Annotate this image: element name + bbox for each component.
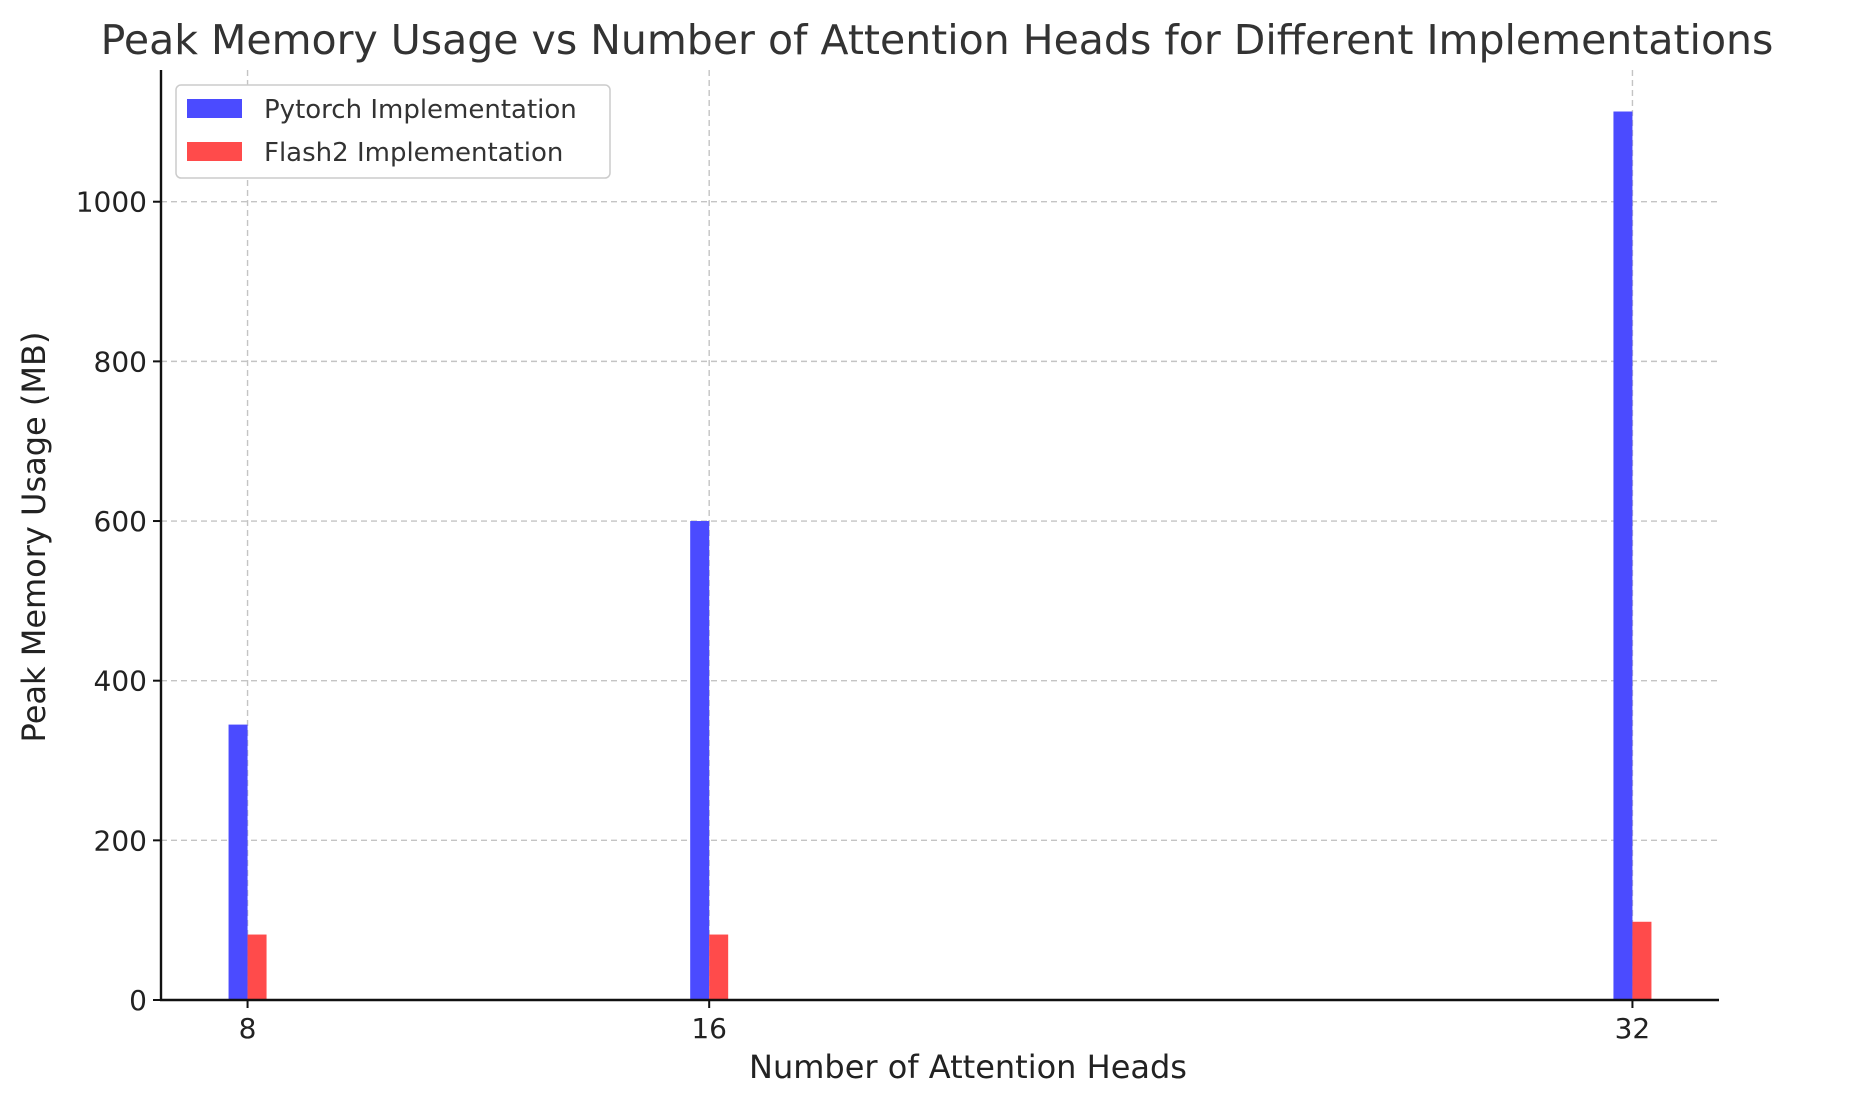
legend-label: Flash2 Implementation [264,138,563,168]
legend-label: Pytorch Implementation [264,95,577,125]
y-tick-label: 200 [94,824,147,857]
legend: Pytorch Implementation Flash2 Implementat… [175,84,611,179]
bar-pytorch-8 [228,724,248,1000]
bar-flash2-16 [709,934,729,1000]
chart-title: Peak Memory Usage vs Number of Attention… [101,16,1774,64]
tick-labels: 0 200 400 600 800 1000 8 16 32 [76,186,1651,1045]
bar-pytorch-32 [1613,111,1633,1000]
bars [228,111,1652,1000]
y-tick-label: 600 [94,505,147,538]
legend-swatch [187,99,242,118]
y-tick-label: 800 [94,345,147,378]
x-axis-label: Number of Attention Heads [749,1048,1187,1086]
y-axis-label: Peak Memory Usage (MB) [15,332,53,743]
bar-flash2-32 [1632,921,1652,1000]
grid-lines [161,70,1719,1000]
x-tick-label: 16 [691,1012,727,1045]
legend-frame [175,84,611,179]
axes [159,70,1719,1002]
bar-flash2-8 [247,934,267,1000]
y-tick-label: 1000 [76,186,147,219]
legend-swatch [187,142,242,161]
y-tick-label: 400 [94,665,147,698]
x-tick-label: 8 [239,1012,257,1045]
x-tick-label: 32 [1615,1012,1651,1045]
bar-pytorch-16 [690,521,710,1000]
y-tick-label: 0 [129,984,147,1017]
